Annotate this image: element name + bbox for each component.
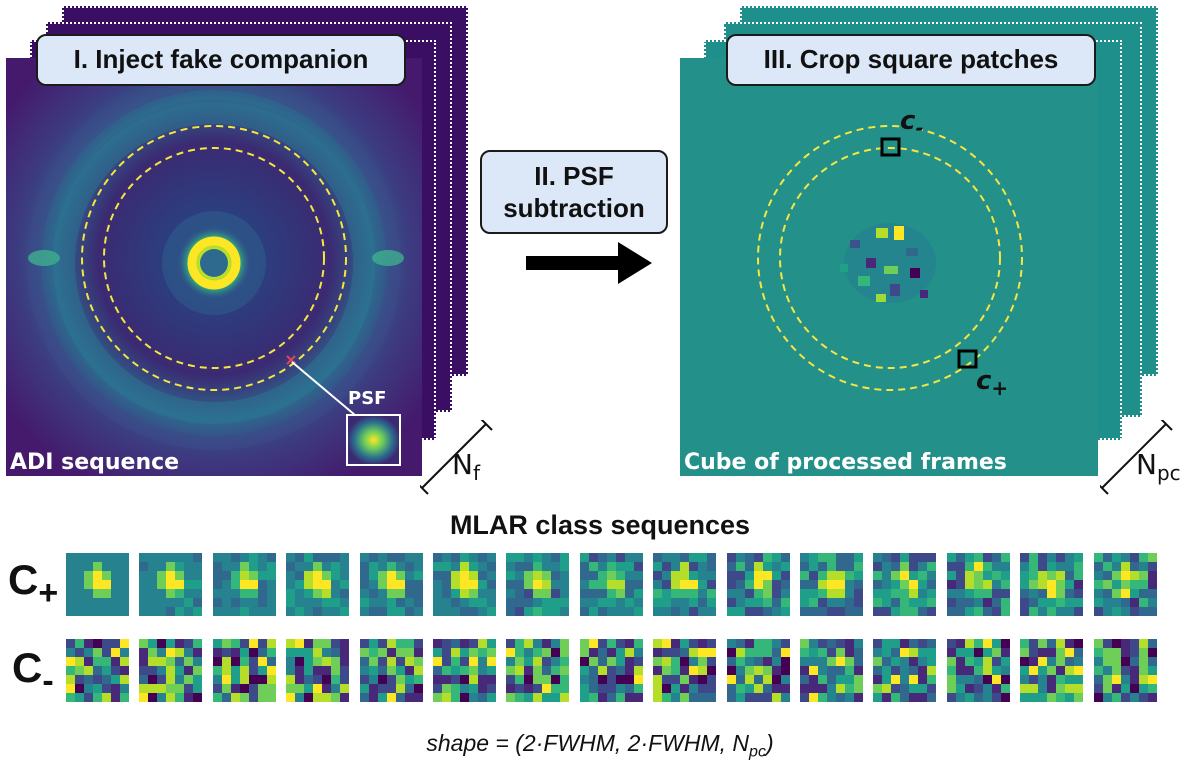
c-plus-patch bbox=[1093, 553, 1157, 616]
c-minus-patch bbox=[359, 639, 423, 702]
processed-frame-image bbox=[680, 58, 1098, 476]
c-plus-patch bbox=[139, 553, 203, 616]
c-minus-patch bbox=[1020, 639, 1084, 702]
processed-cube-caption: Cube of processed frames bbox=[684, 450, 1007, 475]
c-minus-patch bbox=[139, 639, 203, 702]
c-plus-patch bbox=[433, 553, 496, 616]
step-2-line-1: II. PSF bbox=[534, 161, 614, 191]
c-plus-patch bbox=[359, 553, 423, 616]
c-minus-patch bbox=[873, 639, 937, 702]
adi-depth-bracket bbox=[420, 420, 493, 495]
c-minus-patch bbox=[66, 639, 129, 702]
c-plus-patch bbox=[1020, 553, 1084, 616]
shape-formula: shape = (2·FWHM, 2·FWHM, Npc) bbox=[426, 730, 774, 761]
step-2-line-2: subtraction bbox=[503, 193, 645, 223]
c-minus-patch bbox=[1093, 639, 1157, 702]
c-minus-patch-row bbox=[66, 639, 1166, 703]
c-plus-patch bbox=[66, 553, 129, 616]
step-1-title: I. Inject fake companion bbox=[73, 44, 369, 74]
processed-depth-bracket bbox=[1100, 420, 1173, 495]
patch-marker-plus bbox=[957, 349, 978, 369]
c-minus-patch bbox=[212, 639, 276, 702]
c-plus-patch-row bbox=[66, 553, 1166, 617]
step-3-label: III. Crop square patches bbox=[726, 34, 1096, 86]
psf-inset bbox=[346, 414, 401, 466]
patch-marker-minus bbox=[880, 137, 901, 157]
process-arrow bbox=[526, 242, 652, 284]
c-minus-patch bbox=[506, 639, 570, 702]
c-plus-patch bbox=[726, 553, 790, 616]
adi-frame-image bbox=[6, 58, 422, 476]
adi-sequence-caption: ADI sequence bbox=[10, 450, 180, 475]
c-plus-patch bbox=[800, 553, 863, 616]
c-plus-patch bbox=[946, 553, 1010, 616]
c-minus-patch bbox=[433, 639, 496, 702]
c-minus-patch bbox=[800, 639, 863, 702]
step-2-label: II. PSF subtraction bbox=[480, 150, 668, 234]
psf-inset-label: PSF bbox=[348, 388, 387, 409]
c-minus-row-label: C- bbox=[12, 644, 54, 700]
c-minus-patch bbox=[579, 639, 643, 702]
c-minus-patch bbox=[286, 639, 350, 702]
c-minus-patch bbox=[653, 639, 717, 702]
n-pc-label: Npc bbox=[1136, 448, 1181, 485]
c-plus-patch bbox=[286, 553, 350, 616]
c-plus-patch bbox=[506, 553, 570, 616]
step-1-label: I. Inject fake companion bbox=[36, 34, 406, 86]
c-plus-patch bbox=[873, 553, 937, 616]
c-plus-patch bbox=[212, 553, 276, 616]
c-plus-patch bbox=[579, 553, 643, 616]
c-minus-marker-label: c- bbox=[900, 106, 924, 141]
c-plus-row-label: C+ bbox=[8, 556, 59, 612]
adi-main-frame: PSF ADI sequence bbox=[6, 58, 422, 476]
c-plus-marker-label: c+ bbox=[976, 366, 1009, 401]
residual-speckles bbox=[840, 223, 936, 303]
n-frames-label: Nf bbox=[452, 448, 480, 485]
processed-main-frame: c- c+ Cube of processed frames bbox=[680, 58, 1098, 476]
c-minus-patch bbox=[946, 639, 1010, 702]
c-plus-patch bbox=[653, 553, 717, 616]
c-minus-patch bbox=[726, 639, 790, 702]
step-3-title: III. Crop square patches bbox=[763, 44, 1059, 74]
mlar-title: MLAR class sequences bbox=[449, 510, 751, 540]
